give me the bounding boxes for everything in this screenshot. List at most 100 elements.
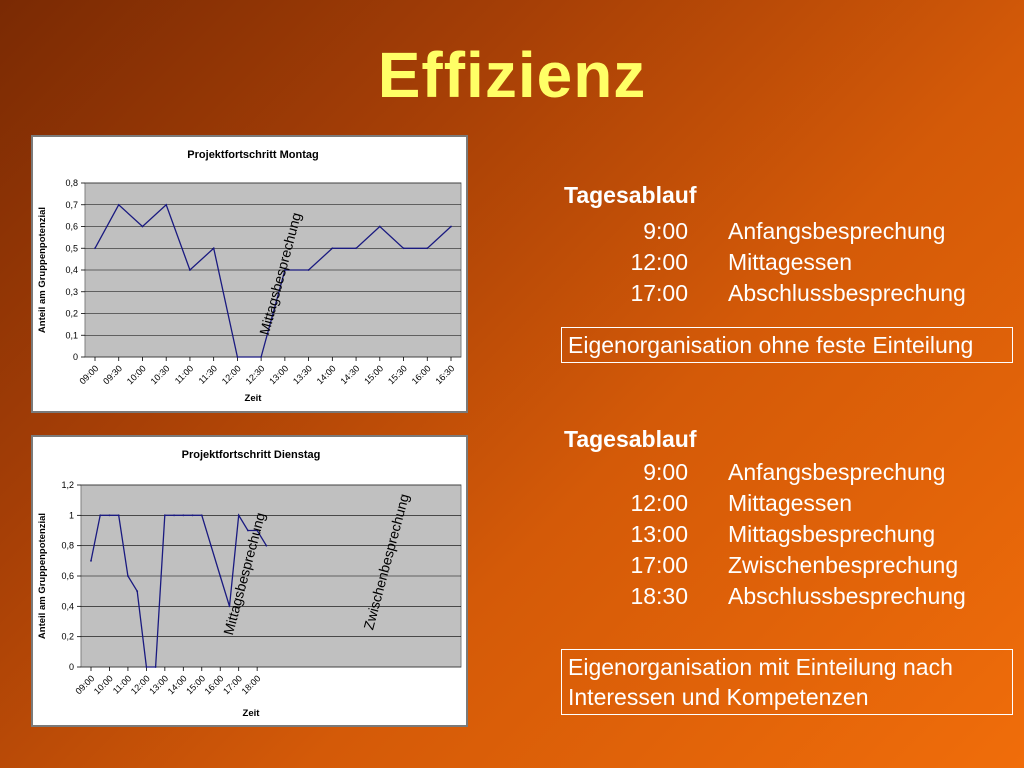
schedule-time: 9:00 — [643, 218, 688, 244]
x-tick-label: 09:00 — [73, 673, 96, 696]
x-tick-label: 09:00 — [77, 363, 100, 386]
data-point — [256, 529, 259, 532]
schedule-bottom-heading: Tagesablauf — [564, 426, 697, 452]
y-axis-label: Anteil am Gruppenpotenzial — [37, 207, 48, 333]
data-point — [236, 356, 239, 358]
schedule-row: 12:00 Mittagessen — [564, 247, 966, 278]
x-tick-label: 16:00 — [203, 673, 226, 696]
data-point — [182, 514, 185, 517]
x-tick-label: 10:00 — [92, 673, 115, 696]
x-tick-label: 15:00 — [184, 673, 207, 696]
series-line — [90, 513, 267, 668]
x-tick-label: 13:00 — [147, 673, 170, 696]
chart-title: Projektfortschritt Dienstag — [182, 449, 321, 461]
y-tick-label: 0,1 — [65, 330, 78, 340]
data-point — [189, 269, 191, 271]
data-point — [260, 356, 263, 358]
schedule-time: 12:00 — [630, 249, 688, 275]
x-tick-label: 12:00 — [129, 673, 152, 696]
schedule-row: 9:00 Anfangsbesprechung — [564, 216, 966, 247]
x-tick-label: 14:00 — [166, 673, 189, 696]
note-bottom-line1: Eigenorganisation mit Einteilung nach — [568, 654, 953, 680]
data-point — [127, 575, 129, 577]
y-tick-label: 0,6 — [61, 571, 74, 581]
x-tick-label: 14:30 — [338, 363, 361, 386]
chart-title: Projektfortschritt Montag — [187, 149, 318, 161]
schedule-time: 17:00 — [630, 552, 688, 578]
data-point — [228, 605, 231, 608]
y-tick-label: 1,2 — [61, 480, 74, 490]
data-point — [307, 269, 310, 271]
data-point — [237, 514, 240, 517]
data-point — [402, 247, 405, 250]
schedule-event: Abschlussbesprechung — [728, 280, 966, 306]
data-point — [212, 247, 215, 250]
data-point — [165, 203, 168, 206]
x-tick-label: 11:00 — [111, 673, 134, 696]
x-tick-label: 13:00 — [267, 363, 290, 386]
data-point — [90, 559, 92, 562]
x-tick-label: 10:30 — [149, 363, 172, 386]
schedule-event: Mittagsbesprechung — [728, 521, 936, 547]
schedule-bottom-list: 9:00 Anfangsbesprechung 12:00 Mittagessen 13… — [564, 457, 966, 612]
schedule-row: 12:00 Mittagessen — [564, 488, 966, 519]
data-point — [141, 225, 144, 228]
y-tick-label: 0,6 — [65, 222, 78, 232]
data-point — [191, 514, 194, 517]
schedule-event: Anfangsbesprechung — [728, 218, 946, 244]
data-point — [99, 514, 102, 517]
data-point — [210, 544, 212, 547]
y-tick-label: 0,3 — [65, 287, 78, 297]
schedule-time: 13:00 — [630, 521, 688, 547]
y-tick-label: 0,8 — [65, 178, 78, 188]
x-tick-label: 16:30 — [433, 363, 456, 386]
y-tick-label: 0,5 — [65, 243, 78, 253]
chart-dienstag: Projektfortschritt Dienstag 0 0,2 0,4 0,6 0,8… — [31, 435, 468, 727]
data-point — [94, 247, 96, 250]
x-tick-label: 11:00 — [173, 363, 196, 386]
schedule-event: Anfangsbesprechung — [728, 459, 946, 485]
y-tick-label: 0,2 — [65, 309, 78, 319]
y-tick-label: 0,7 — [65, 200, 78, 210]
y-tick-label: 0 — [69, 662, 74, 672]
schedule-row: 18:30 Abschlussbesprechung — [564, 581, 966, 612]
schedule-time: 17:00 — [630, 280, 688, 306]
x-tick-label: 12:00 — [220, 363, 243, 386]
x-tick-label: 14:00 — [315, 363, 338, 386]
data-point — [331, 247, 334, 250]
data-point — [355, 247, 357, 250]
x-tick-label: 09:30 — [101, 363, 124, 386]
x-tick-label: 13:30 — [291, 363, 314, 386]
data-point — [200, 514, 203, 517]
x-tick-label: 15:00 — [362, 363, 385, 386]
schedule-row: 17:00 Zwischenbesprechung — [564, 550, 966, 581]
note-bottom: Eigenorganisation mit Einteilung nach In… — [561, 649, 1013, 715]
x-tick-label: 10:00 — [125, 363, 148, 386]
data-point — [145, 666, 148, 668]
x-tick-label: 11:30 — [197, 363, 220, 386]
schedule-top-heading: Tagesablauf — [564, 182, 697, 208]
y-tick-label: 0,8 — [61, 541, 74, 551]
data-point — [117, 514, 120, 517]
schedule-event: Abschlussbesprechung — [728, 583, 966, 609]
x-axis-label: Zeit — [243, 708, 261, 719]
data-point — [247, 529, 249, 532]
data-point — [265, 544, 268, 547]
data-point — [426, 247, 429, 250]
schedule-time: 9:00 — [643, 459, 688, 485]
data-point — [283, 269, 286, 271]
x-axis-label: Zeit — [245, 393, 263, 404]
note-bottom-line2: Interessen und Kompetenzen — [568, 684, 869, 710]
chart-dienstag-svg: Projektfortschritt Dienstag 0 0,2 0,4 0,6 0,8… — [37, 449, 462, 719]
x-tick-label: 15:30 — [386, 363, 409, 386]
data-point — [450, 225, 452, 228]
y-tick-label: 0,4 — [61, 601, 74, 611]
data-point — [219, 575, 222, 577]
data-point — [108, 514, 111, 517]
x-tick-label: 16:00 — [410, 363, 433, 386]
schedule-event: Mittagessen — [728, 490, 853, 516]
x-tick-label: 12:30 — [244, 363, 267, 386]
y-tick-label: 0,4 — [65, 265, 78, 275]
note-top: Eigenorganisation ohne feste Einteilung — [561, 327, 1013, 363]
slide-title: Effizienz — [377, 39, 647, 111]
